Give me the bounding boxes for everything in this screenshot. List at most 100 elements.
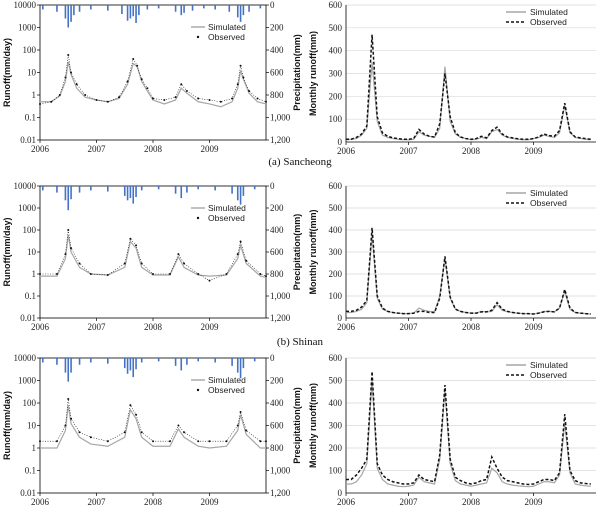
y-tick-label: 300 bbox=[329, 247, 343, 257]
observed-point bbox=[64, 253, 67, 256]
y2-tick-label: 400 bbox=[270, 398, 284, 408]
y-tick-label: 600 bbox=[329, 353, 343, 363]
observed-point bbox=[180, 83, 183, 86]
observed-point bbox=[106, 274, 109, 277]
observed-point bbox=[236, 253, 239, 256]
observed-point bbox=[197, 97, 200, 100]
y-axis-label: Monthly runoff(mm) bbox=[308, 210, 318, 295]
observed-point bbox=[118, 96, 121, 99]
observed-point bbox=[152, 440, 154, 443]
y-axis-label: Runoff(mm/day) bbox=[2, 391, 12, 460]
observed-point bbox=[123, 431, 126, 434]
legend-observed-label: Observed bbox=[530, 370, 567, 380]
y2-tick-label: 600 bbox=[270, 421, 284, 431]
observed-point bbox=[78, 262, 81, 265]
observed-point bbox=[140, 262, 143, 265]
x-tick-label: 2009 bbox=[201, 497, 220, 507]
caption-b: (b) Shinan bbox=[277, 336, 324, 348]
y-tick-label: 100 bbox=[23, 45, 37, 55]
observed-point bbox=[95, 98, 98, 101]
observed-point bbox=[135, 413, 138, 416]
observed-point bbox=[183, 431, 186, 434]
y-tick-label: 1000 bbox=[18, 23, 37, 33]
observed-point bbox=[89, 436, 92, 439]
observed-point bbox=[123, 262, 126, 265]
y-tick-label: 0 bbox=[338, 488, 343, 498]
y-tick-label: 400 bbox=[329, 225, 343, 235]
x-tick-label: 2006 bbox=[31, 497, 50, 507]
y-tick-label: 100 bbox=[329, 291, 343, 301]
x-tick-label: 2008 bbox=[144, 322, 163, 332]
y-tick-label: 1 bbox=[32, 269, 37, 279]
y-tick-label: 0.01 bbox=[20, 488, 36, 498]
x-tick-label: 2008 bbox=[462, 146, 481, 156]
y2-tick-label: 800 bbox=[270, 443, 284, 453]
y-tick-label: 600 bbox=[329, 0, 343, 10]
y-tick-label: 0.01 bbox=[20, 313, 36, 323]
observed-point bbox=[245, 259, 248, 262]
legend-observed-label: Observed bbox=[208, 385, 245, 395]
y-tick-label: 0 bbox=[338, 313, 343, 323]
observed-point bbox=[256, 97, 259, 100]
y-tick-label: 1000 bbox=[18, 203, 37, 213]
observed-point bbox=[174, 96, 177, 99]
observed-point bbox=[239, 64, 242, 67]
observed-point bbox=[225, 440, 228, 443]
legend-observed-swatch bbox=[196, 35, 200, 39]
x-tick-label: 2007 bbox=[88, 497, 107, 507]
observed-point bbox=[265, 100, 267, 103]
observed-point bbox=[126, 80, 129, 83]
observed-point bbox=[168, 440, 171, 443]
simulated-line bbox=[346, 380, 591, 488]
y2-tick-label: 400 bbox=[270, 45, 284, 55]
monthly-runoff-chart-3: 0 100 200 300 400 500 600 2006 2007 2008 2009 Simul… bbox=[308, 353, 596, 507]
legend-simulated-label: Simulated bbox=[208, 22, 246, 32]
observed-point bbox=[58, 94, 61, 96]
y-tick-label: 10 bbox=[27, 247, 37, 257]
observed-point bbox=[140, 431, 143, 434]
y-tick-label: 1000 bbox=[18, 376, 37, 386]
y-tick-label: 400 bbox=[329, 398, 343, 408]
x-tick-label: 2009 bbox=[525, 322, 544, 332]
observed-point bbox=[70, 247, 73, 250]
y-tick-label: 100 bbox=[23, 398, 37, 408]
y-tick-label: 0.1 bbox=[25, 466, 36, 476]
y2-tick-label: 800 bbox=[270, 269, 284, 279]
x-tick-label: 2007 bbox=[400, 146, 419, 156]
y2-tick-label: 400 bbox=[270, 225, 284, 235]
observed-point bbox=[208, 98, 211, 101]
y-tick-label: 600 bbox=[329, 181, 343, 191]
y2-tick-label: 200 bbox=[270, 376, 284, 386]
y-tick-label: 0.1 bbox=[25, 113, 36, 123]
y2-tick-label: 200 bbox=[270, 203, 284, 213]
legend-simulated-label: Simulated bbox=[530, 188, 568, 198]
observed-line bbox=[346, 34, 591, 141]
x-tick-label: 2006 bbox=[31, 322, 50, 332]
observed-line bbox=[346, 227, 591, 315]
observed-point bbox=[39, 440, 41, 443]
observed-point bbox=[245, 429, 248, 432]
x-tick-label: 2008 bbox=[462, 497, 481, 507]
y2-tick-label: 600 bbox=[270, 68, 284, 78]
simulated-line bbox=[40, 61, 267, 108]
caption-a: (a) Sancheong bbox=[268, 156, 332, 168]
legend-simulated-label: Simulated bbox=[208, 203, 246, 213]
x-tick-label: 2008 bbox=[144, 144, 163, 154]
observed-line bbox=[40, 398, 266, 442]
observed-point bbox=[183, 262, 186, 265]
legend-observed-label: Observed bbox=[530, 17, 567, 27]
y2-tick-label: 200 bbox=[270, 23, 284, 33]
y2-tick-label: 0 bbox=[270, 353, 275, 363]
observed-point bbox=[163, 98, 166, 101]
observed-line bbox=[39, 54, 267, 105]
simulated-line bbox=[346, 234, 591, 315]
observed-point bbox=[236, 424, 239, 427]
observed-point bbox=[225, 273, 228, 275]
y2-axis-label: Precipitation(mm) bbox=[292, 34, 302, 111]
y2-tick-label: 1,200 bbox=[270, 488, 291, 498]
y-tick-label: 10 bbox=[27, 421, 37, 431]
simulated-line bbox=[345, 62, 591, 141]
y2-tick-label: 600 bbox=[270, 247, 284, 257]
observed-point bbox=[50, 100, 53, 103]
observed-point bbox=[177, 253, 180, 256]
